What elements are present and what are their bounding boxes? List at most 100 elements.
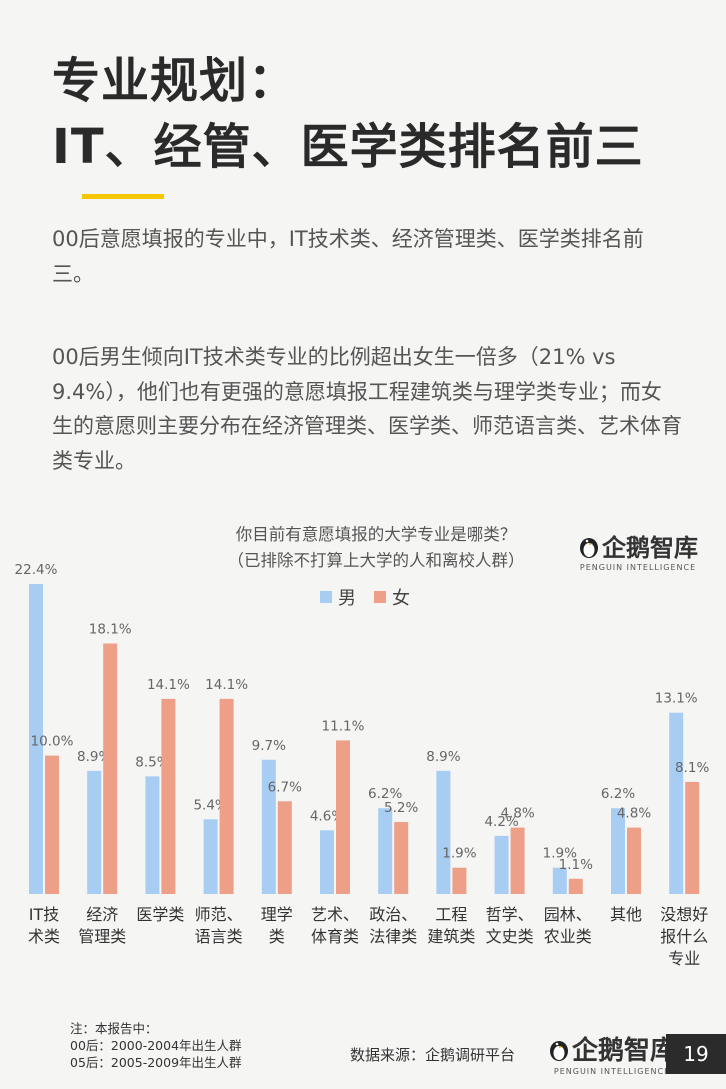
category-label: 师范、 (195, 905, 243, 924)
category-label: 法律类 (369, 927, 417, 946)
bar-female (627, 827, 641, 894)
penguin-logo-icon (550, 1040, 568, 1061)
intro-paragraph: 00后意愿填报的专业中，IT技术类、经济管理类、医学类排名前三。 (52, 227, 644, 286)
category-label: 类 (269, 927, 285, 946)
data-label-female: 14.1% (147, 677, 190, 693)
data-label-male: 1.9% (543, 846, 577, 862)
title-underline (82, 194, 164, 199)
bar-female (568, 878, 583, 894)
legend-label-female: 女 (392, 588, 410, 609)
logo-name: 企鹅智库 (572, 1036, 677, 1066)
category-label: 文史类 (486, 927, 534, 946)
footnote: 注：本报告中： 00后：2000-2004年出生人群 05后：2005-2009… (70, 1020, 242, 1071)
chart-legend: 男 女 (320, 584, 428, 610)
data-label-female: 18.1% (89, 622, 132, 638)
data-label-female: 6.7% (268, 779, 302, 795)
logo-name: 企鹅智库 (602, 534, 698, 562)
chart-subtitle: （已排除不打算上大学的人和离校人群） (227, 551, 525, 570)
category-label: 医学类 (136, 905, 184, 924)
category-label: IT技 (29, 905, 60, 924)
bar-male (378, 808, 393, 894)
logo-subtitle: PENGUIN INTELLIGENCE (579, 563, 697, 572)
bar-male (552, 867, 567, 894)
legend-item-female: 女 (374, 584, 410, 610)
data-label-male: 6.2% (368, 786, 402, 802)
data-label-female: 11.1% (322, 718, 365, 734)
legend-label-male: 男 (338, 588, 356, 609)
bar-female (394, 822, 409, 894)
data-label-male: 6.2% (601, 786, 635, 802)
data-label-female: 10.0% (31, 734, 74, 750)
footnote-line2: 00后：2000-2004年出生人群 (70, 1038, 242, 1053)
bar-female (510, 827, 525, 894)
data-label-male: 8.9% (426, 749, 460, 765)
category-label: 政治、 (369, 905, 417, 924)
data-label-male: 4.6% (310, 808, 344, 824)
bar-male (29, 584, 43, 894)
bar-male (669, 712, 684, 894)
bar-female (161, 698, 176, 894)
data-label-female: 14.1% (205, 677, 248, 693)
bar-female (219, 698, 234, 894)
logo-top: 企鹅智库 PENGUIN INTELLIGENCE (578, 528, 698, 572)
category-label: 工程 (435, 905, 467, 924)
data-label-female: 5.2% (384, 800, 418, 816)
category-label: 哲学、 (486, 905, 534, 924)
data-source: 数据来源：企鹅调研平台 (350, 1046, 516, 1064)
legend-item-male: 男 (320, 584, 356, 610)
footnote-line1: 注：本报告中： (70, 1021, 158, 1036)
data-label-male: 8.9% (77, 749, 111, 765)
data-label-female: 4.8% (617, 806, 651, 822)
category-label: 术类 (28, 927, 60, 946)
bar-male (87, 770, 102, 894)
data-label-male: 13.1% (655, 691, 698, 707)
data-label-male: 5.4% (193, 797, 227, 813)
bar-female (103, 643, 118, 894)
footnote-line3: 05后：2005-2009年出生人群 (70, 1055, 242, 1070)
data-label-female: 8.1% (675, 760, 709, 776)
data-label-male: 8.5% (135, 754, 169, 770)
data-label-female: 1.1% (559, 857, 593, 873)
legend-swatch-male (320, 591, 332, 603)
category-label: 理学 (261, 905, 293, 924)
bar-chart: 22.4% 10.0% IT技术类 8.9% 18.1% 经济管理类 8.5% 14.1% 医学… (15, 562, 710, 968)
bar-female (45, 755, 59, 894)
category-label: 建筑类 (427, 927, 475, 946)
category-label: 艺术、 (311, 905, 359, 924)
logo-subtitle: PENGUIN INTELLIGENCE (553, 1067, 671, 1076)
penguin-logo-icon (580, 537, 598, 558)
category-label: 语言类 (195, 927, 243, 946)
bar-male (436, 770, 451, 894)
detail-paragraph: 00后男生倾向IT技术类专业的比例超出女生一倍多（21% vs 9.4%），他们… (52, 345, 682, 473)
chart-title-block: 你目前有意愿填报的大学专业是哪类？ （已排除不打算上大学的人和离校人群） (160, 522, 592, 574)
data-label-male: 9.7% (252, 738, 286, 754)
bar-male (320, 830, 334, 894)
data-label-male: 22.4% (15, 562, 58, 578)
category-label: 其他 (610, 905, 642, 924)
data-label-female: 1.9% (442, 846, 476, 862)
page-title-line1: 专业规划： (52, 53, 298, 109)
category-label: 专业 (668, 949, 700, 968)
category-label: 体育类 (311, 927, 359, 946)
data-label-male: 4.2% (484, 814, 518, 830)
page-number: 19 (666, 1034, 726, 1074)
category-label: 管理类 (78, 927, 126, 946)
category-label: 农业类 (544, 927, 592, 946)
bar-male (494, 835, 509, 894)
data-label-female: 4.8% (500, 806, 534, 822)
bar-female (685, 781, 700, 894)
chart-title: 你目前有意愿填报的大学专业是哪类？ (235, 525, 517, 544)
bar-female (452, 867, 467, 894)
logo-bottom: 企鹅智库 PENGUIN INTELLIGENCE (548, 1030, 676, 1076)
category-label: 报什么 (660, 927, 708, 946)
bar-male (611, 808, 625, 894)
category-label: 园林、 (544, 905, 592, 924)
category-label: 经济 (86, 905, 118, 924)
bar-male (203, 819, 218, 894)
category-label: 没想好 (660, 905, 708, 924)
bar-male (145, 776, 160, 894)
bar-female (277, 801, 292, 894)
bar-male (261, 759, 276, 894)
page-title: 专业规划： IT、经管、医学类排名前三 (52, 48, 712, 180)
page-title-line2: IT、经管、医学类排名前三 (52, 119, 644, 175)
